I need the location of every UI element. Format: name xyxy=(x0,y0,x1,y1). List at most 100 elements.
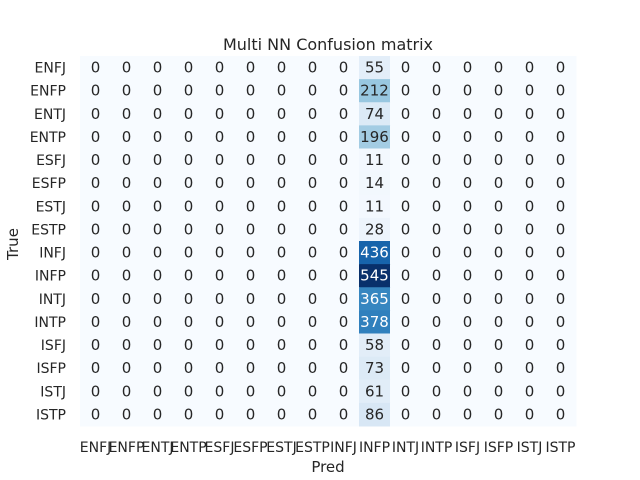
cell-value-label: 0 xyxy=(339,405,349,423)
cell-value-label: 0 xyxy=(277,405,287,423)
heatmap-cell xyxy=(483,102,515,126)
cell-value-label: 0 xyxy=(339,290,349,308)
heatmap-cell xyxy=(421,241,453,265)
cell-value-label: 0 xyxy=(277,105,287,123)
heatmap-cell xyxy=(142,402,174,427)
heatmap-cell xyxy=(483,287,515,311)
heatmap-cell xyxy=(328,402,360,427)
cell-value-label: 0 xyxy=(308,174,318,192)
cell-value-label: 0 xyxy=(432,267,442,285)
cell-value-label: 0 xyxy=(339,220,349,238)
heatmap-cell xyxy=(421,333,453,358)
cell-value-label: 0 xyxy=(556,359,566,377)
heatmap-cell xyxy=(266,171,298,196)
heatmap-cell xyxy=(328,379,360,404)
heatmap-cell xyxy=(421,79,453,103)
heatmap-cell xyxy=(421,356,453,381)
heatmap-cell xyxy=(297,194,329,219)
cell-value-label: 28 xyxy=(365,220,384,238)
cell-value-label: 0 xyxy=(122,151,132,169)
cell-value-label: 0 xyxy=(432,197,442,215)
cell-value-label: 0 xyxy=(153,220,163,238)
heatmap-cell xyxy=(328,333,360,358)
cell-value-label: 0 xyxy=(463,382,473,400)
x-tick-label: ENTP xyxy=(170,440,206,456)
cell-value-label: 0 xyxy=(463,313,473,331)
cell-value-label: 0 xyxy=(339,59,349,77)
heatmap-cell xyxy=(483,264,515,288)
cell-value-label: 0 xyxy=(494,290,504,308)
cell-value-label: 0 xyxy=(525,290,535,308)
cell-value-label: 0 xyxy=(556,151,566,169)
heatmap-cell xyxy=(266,356,298,381)
heatmap-cell xyxy=(452,264,484,288)
heatmap-cell xyxy=(297,102,329,126)
heatmap-cell xyxy=(173,264,205,288)
cell-value-label: 0 xyxy=(184,336,194,354)
heatmap-cell xyxy=(545,194,577,219)
cell-value-label: 0 xyxy=(339,313,349,331)
heatmap-cell xyxy=(204,79,236,103)
cell-value-label: 0 xyxy=(308,290,318,308)
heatmap-cell xyxy=(452,310,484,334)
cell-value-label: 0 xyxy=(184,105,194,123)
cell-value-label: 0 xyxy=(494,336,504,354)
heatmap-cell xyxy=(80,56,112,80)
cell-value-label: 0 xyxy=(494,267,504,285)
cell-value-label: 0 xyxy=(153,128,163,146)
cell-value-label: 86 xyxy=(365,405,384,423)
cell-value-label: 0 xyxy=(246,197,256,215)
heatmap-cell xyxy=(514,171,546,196)
heatmap-cell xyxy=(266,310,298,334)
heatmap-cell xyxy=(111,194,143,219)
heatmap-cell xyxy=(173,333,205,358)
heatmap-cell xyxy=(266,56,298,80)
heatmap-cell xyxy=(359,194,391,219)
cell-value-label: 0 xyxy=(494,82,504,100)
cell-value-label: 0 xyxy=(122,59,132,77)
heatmap-cell xyxy=(390,148,422,173)
cell-value-label: 0 xyxy=(246,105,256,123)
heatmap-cell xyxy=(111,217,143,242)
cell-value-label: 0 xyxy=(401,128,411,146)
cell-value-label: 0 xyxy=(525,382,535,400)
cell-value-label: 0 xyxy=(556,405,566,423)
cell-value-label: 0 xyxy=(401,105,411,123)
heatmap-cell xyxy=(204,217,236,242)
cell-value-label: 0 xyxy=(184,267,194,285)
heatmap-cell xyxy=(514,333,546,358)
cell-value-label: 0 xyxy=(91,336,101,354)
heatmap-cell xyxy=(359,264,391,288)
heatmap-cell xyxy=(514,356,546,381)
heatmap-cell xyxy=(452,333,484,358)
cell-value-label: 0 xyxy=(215,128,225,146)
heatmap-cell xyxy=(80,194,112,219)
y-tick-label: INFJ xyxy=(39,246,66,262)
heatmap-cell xyxy=(514,79,546,103)
cell-value-label: 0 xyxy=(215,290,225,308)
heatmap-cell xyxy=(235,310,267,334)
heatmap-cell xyxy=(421,171,453,196)
cell-value-label: 0 xyxy=(246,290,256,308)
heatmap-cell xyxy=(142,333,174,358)
heatmap-cell xyxy=(452,194,484,219)
cell-value-label: 0 xyxy=(153,313,163,331)
heatmap-cell xyxy=(514,217,546,242)
heatmap-cell xyxy=(235,264,267,288)
cell-value-label: 0 xyxy=(91,313,101,331)
cell-value-label: 0 xyxy=(184,220,194,238)
heatmap-cell xyxy=(452,402,484,427)
heatmap-cell xyxy=(421,379,453,404)
heatmap-cell xyxy=(142,79,174,103)
heatmap-cell xyxy=(266,194,298,219)
heatmap-cell xyxy=(297,264,329,288)
heatmap-cell xyxy=(80,310,112,334)
y-tick-label: ISFP xyxy=(36,361,66,377)
heatmap-cell xyxy=(452,171,484,196)
cell-value-label: 0 xyxy=(91,151,101,169)
heatmap-cell xyxy=(142,310,174,334)
y-tick-label: ISTJ xyxy=(40,384,66,400)
heatmap-cell xyxy=(80,356,112,381)
cell-value-label: 0 xyxy=(91,105,101,123)
x-tick-label: ESTP xyxy=(295,440,330,456)
